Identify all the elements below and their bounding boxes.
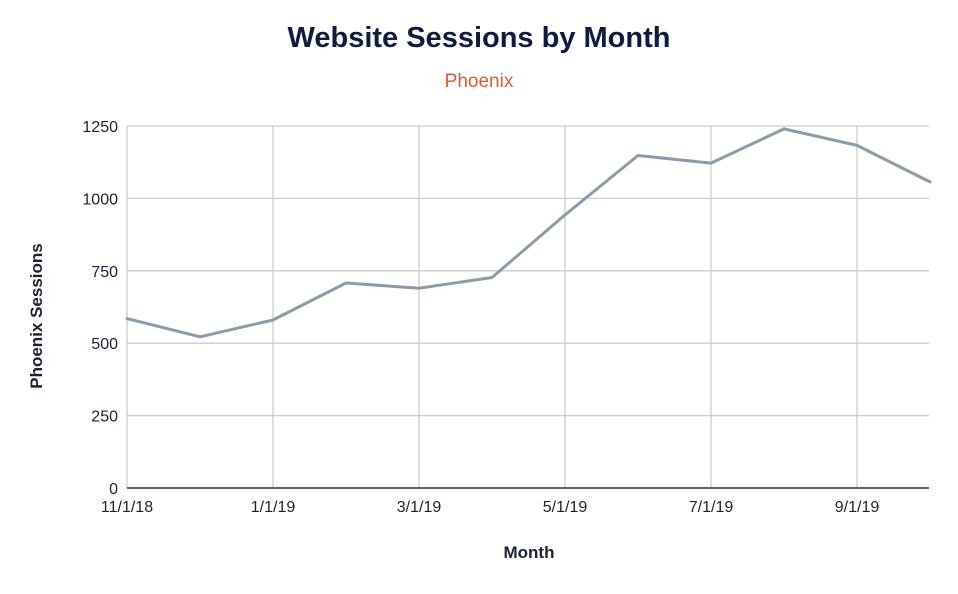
chart-subtitle: Phoenix (444, 71, 514, 92)
x-tick-label: 11/1/18 (101, 499, 153, 516)
series-group (125, 127, 932, 339)
gridlines (126, 125, 929, 488)
y-tick-labels: 0 250 500 750 1000 1250 (82, 119, 118, 498)
series-line (125, 127, 932, 339)
y-tick-label: 500 (91, 336, 118, 353)
x-tick-label: 9/1/19 (835, 499, 880, 516)
y-tick-label: 0 (109, 481, 118, 498)
y-tick-label: 1250 (82, 119, 118, 136)
x-tick-label: 7/1/19 (689, 499, 734, 516)
x-tick-label: 3/1/19 (397, 499, 442, 516)
chart-title: Website Sessions by Month (287, 22, 671, 54)
x-tick-label: 1/1/19 (251, 499, 296, 516)
x-tick-label: 5/1/19 (543, 499, 588, 516)
y-tick-label: 250 (91, 409, 118, 426)
x-axis-label: Month (503, 543, 555, 562)
y-tick-label: 1000 (82, 191, 118, 208)
y-tick-label: 750 (91, 264, 118, 281)
x-tick-labels: 11/1/18 1/1/19 3/1/19 5/1/19 7/1/19 9/1/19 (101, 499, 879, 516)
